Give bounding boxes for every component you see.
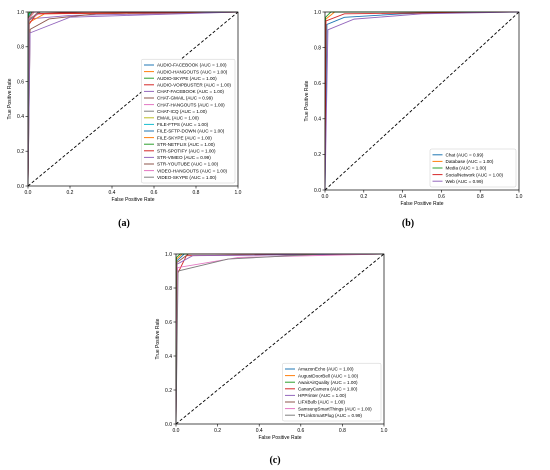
legend-box <box>429 148 517 188</box>
plot-frame <box>175 253 385 425</box>
legend-entry: CHAT-ICQ (AUC = 1.00) <box>157 109 207 114</box>
roc-curve <box>324 11 520 191</box>
x-tick-label: 0.2 <box>214 428 221 434</box>
x-axis-label: False Positive Rate <box>400 201 443 207</box>
legend-entry: VIDEO-HANGOUTS (AUC = 1.00) <box>157 168 228 173</box>
legend-box <box>282 362 382 422</box>
x-tick-label: 0.0 <box>173 428 180 434</box>
roc-chart-a: 0.0 0.2 0.4 0.6 0.8 1.0 0.0 0.2 0.4 0.6 0.8 1.0 Fals… <box>7 10 242 203</box>
y-axis-label: True Positive Rate <box>7 78 13 119</box>
legend-entry: FILE-SFTP-DOWN (AUC = 1.00) <box>157 129 225 134</box>
legend-entry: Chat (AUC = 0.99) <box>446 153 484 158</box>
legend-entry: AUDIO-VOIPBUSTER (AUC = 1.00) <box>157 83 231 88</box>
x-tick-label: 0.8 <box>193 190 200 196</box>
legend-entry: CHAT-FACEBOOK (AUC = 1.00) <box>157 89 224 94</box>
legend-entry: LiFXBulb (AUC = 1.00) <box>298 400 345 405</box>
legend-entry: AUDIO-HANGOUTS (AUC = 1.00) <box>157 69 228 74</box>
legend-entry: SocialNetwork (AUC = 1.00) <box>446 172 504 177</box>
y-tick-label: 1.0 <box>314 10 321 16</box>
x-tick-label: 0.8 <box>339 428 346 434</box>
diagonal-reference-line <box>27 11 239 187</box>
x-tick-label: 1.0 <box>235 190 242 196</box>
legend-box <box>141 58 236 184</box>
x-tick-label: 0.2 <box>67 190 74 196</box>
roc-chart-c: 0.0 0.2 0.4 0.6 0.8 1.0 0.0 0.2 0.4 0.6 0.8 1.0 Fals… <box>155 252 388 441</box>
y-tick-label: 0.2 <box>17 149 24 155</box>
x-tick-label: 1.0 <box>381 428 388 434</box>
y-axis-label: True Positive Rate <box>155 318 161 359</box>
panel-c: 0.0 0.2 0.4 0.6 0.8 1.0 0.0 0.2 0.4 0.6 0.8 1.0 Fals… <box>138 238 410 448</box>
x-tick-label: 0.0 <box>322 194 329 200</box>
legend-entry: VIDEO-SKYPE (AUC = 1.00) <box>157 175 217 180</box>
legend-entry: FILE-SKYPE (AUC = 1.00) <box>157 135 212 140</box>
legend-entry: STR-VIMEO (AUC = 0.99) <box>157 155 211 160</box>
x-axis-label: False Positive Rate <box>258 435 301 441</box>
y-tick-label: 1.0 <box>17 10 24 16</box>
x-tick-label: 0.4 <box>109 190 116 196</box>
x-axis-label: False Positive Rate <box>111 197 154 203</box>
legend-entry: AwairAirQuality (AUC = 1.00) <box>298 380 358 385</box>
roc-curve <box>27 11 239 187</box>
panel-b: 0.0 0.2 0.4 0.6 0.8 1.0 0.0 0.2 0.4 0.6 0.8 1.0 Fals… <box>279 0 550 210</box>
legend-entry: SamsungSmartThings (AUC = 1.00) <box>298 406 372 411</box>
panel-a: 0.0 0.2 0.4 0.6 0.8 1.0 0.0 0.2 0.4 0.6 0.8 1.0 Fals… <box>0 0 270 210</box>
legend-entry: HPPrinter (AUC = 1.00) <box>298 393 347 398</box>
legend-entry: AUDIO-FACEBOOK (AUC = 1.00) <box>157 63 227 68</box>
y-tick-label: 0.0 <box>314 188 321 194</box>
y-tick-label: 0.6 <box>17 79 24 85</box>
x-tick-label: 1.0 <box>516 194 523 200</box>
x-tick-label: 0.6 <box>438 194 445 200</box>
y-tick-label: 0.6 <box>314 81 321 87</box>
legend-entry: FILE-FTPS (AUC = 1.00) <box>157 122 209 127</box>
legend-entry: STR-YOUTUBE (AUC = 1.00) <box>157 162 219 167</box>
plot-frame <box>324 11 520 191</box>
panel-caption-c: (c) <box>269 455 281 466</box>
x-tick-label: 0.4 <box>256 428 263 434</box>
legend-entry: AUDIO-SKYPE (AUC = 1.00) <box>157 76 217 81</box>
x-tick-label: 0.2 <box>360 194 367 200</box>
legend-entry: Web (AUC = 0.99) <box>446 179 484 184</box>
y-tick-label: 0.0 <box>17 184 24 190</box>
roc-curve <box>324 11 520 191</box>
legend-entry: STR-NETFLIX (AUC = 1.00) <box>157 142 215 147</box>
panel-caption-b: (b) <box>401 218 415 229</box>
roc-chart-b: 0.0 0.2 0.4 0.6 0.8 1.0 0.0 0.2 0.4 0.6 0.8 1.0 Fals… <box>304 10 523 207</box>
legend-entry: CHAT-HANGOUTS (AUC = 1.00) <box>157 102 225 107</box>
y-tick-label: 0.8 <box>314 45 321 51</box>
y-tick-label: 0.2 <box>165 388 172 394</box>
y-tick-label: 1.0 <box>165 252 172 258</box>
legend-entry: Database (AUC = 1.00) <box>446 159 494 164</box>
y-tick-label: 0.2 <box>314 152 321 158</box>
panel-caption-a: (a) <box>118 218 130 229</box>
y-tick-label: 0.8 <box>17 45 24 51</box>
diagonal-reference-line <box>324 11 520 191</box>
legend-entry: STR-SPOTIFY (AUC = 1.00) <box>157 149 216 154</box>
legend-entry: AugustDoorBell (AUC = 1.00) <box>298 373 359 378</box>
legend-entry: EMAIL (AUC = 1.00) <box>157 116 199 121</box>
legend-entry: CHAT-GMAIL (AUC = 0.99) <box>157 96 213 101</box>
x-tick-label: 0.4 <box>399 194 406 200</box>
x-tick-label: 0.8 <box>477 194 484 200</box>
y-tick-label: 0.8 <box>165 286 172 292</box>
y-tick-label: 0.4 <box>17 114 24 120</box>
legend-entry: Media (AUC = 1.00) <box>446 166 487 171</box>
y-tick-label: 0.4 <box>165 354 172 360</box>
legend-entry: TPLinkSmartPlug (AUC = 0.99) <box>298 413 362 418</box>
y-tick-label: 0.4 <box>314 117 321 123</box>
x-tick-label: 0.6 <box>151 190 158 196</box>
y-axis-label: True Positive Rate <box>304 80 310 121</box>
legend-entry: AmazonEcho (AUC = 1.00) <box>298 367 354 372</box>
y-tick-label: 0.6 <box>165 320 172 326</box>
x-tick-label: 0.6 <box>297 428 304 434</box>
x-tick-label: 0.0 <box>25 190 32 196</box>
y-tick-label: 0.0 <box>165 422 172 428</box>
plot-frame <box>27 11 239 187</box>
legend-entry: CanaryCamera (AUC = 1.00) <box>298 387 358 392</box>
